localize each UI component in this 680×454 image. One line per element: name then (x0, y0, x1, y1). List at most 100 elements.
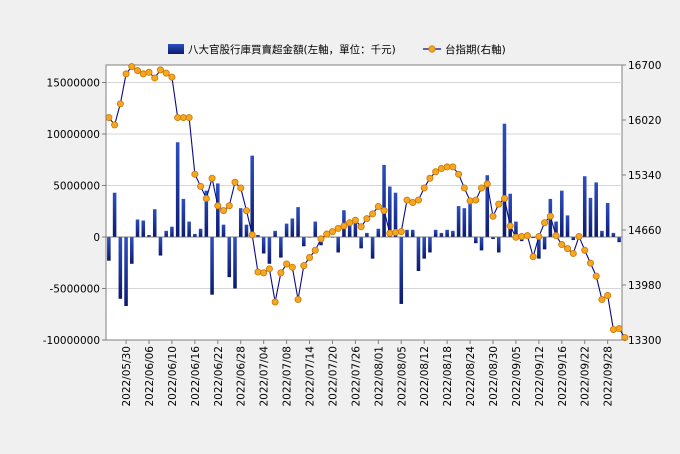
line-marker (237, 184, 245, 192)
bar (399, 237, 404, 304)
line-marker (208, 174, 216, 182)
bar (267, 237, 272, 264)
line-marker (592, 272, 600, 280)
line-marker (145, 68, 153, 76)
line-marker (105, 114, 113, 122)
bar (359, 237, 363, 249)
legend: 八大官股行庫買賣超金額(左軸，單位：千元) 台指期(右軸) (168, 43, 506, 56)
right-tick-label: 16020 (628, 115, 661, 127)
line-marker (271, 298, 279, 306)
legend-bar-swatch (168, 44, 184, 54)
line-marker (191, 170, 199, 178)
line-marker (386, 229, 394, 237)
bar (565, 215, 570, 238)
bar (428, 237, 432, 253)
bar (141, 220, 146, 238)
bar (261, 237, 266, 254)
bar (479, 237, 484, 251)
line-marker (621, 334, 629, 342)
line-marker (156, 66, 164, 74)
legend-line-marker (428, 45, 436, 53)
line-marker (380, 207, 388, 215)
line-marker (581, 246, 589, 254)
right-tick-label: 14660 (628, 225, 661, 237)
line-marker (139, 70, 147, 78)
line-marker (564, 245, 572, 253)
line-marker (346, 219, 354, 227)
line-marker (288, 263, 296, 271)
bar (164, 230, 168, 238)
x-tick-label: 2022/08/24 (465, 346, 477, 407)
x-axis: 2022/05/30 2022/06/06 2022/06/10 2022/06/16… (121, 340, 615, 407)
line-marker (254, 268, 262, 276)
line-marker (506, 222, 514, 230)
bar (250, 155, 254, 238)
line-marker (128, 63, 136, 71)
x-tick-label: 2022/09/16 (557, 346, 569, 407)
x-tick-label: 2022/08/12 (419, 346, 431, 407)
x-tick-label: 2022/06/22 (213, 346, 225, 407)
bar (594, 182, 598, 238)
line-marker (535, 232, 543, 240)
line-marker (369, 210, 377, 218)
line-marker (552, 232, 560, 240)
x-tick-label: 2022/08/05 (396, 346, 408, 407)
bar (204, 190, 209, 238)
bar (405, 229, 409, 238)
bar (181, 198, 186, 238)
bar (611, 232, 616, 238)
bar (508, 193, 512, 238)
bar (468, 204, 472, 238)
x-tick-label: 2022/07/04 (259, 346, 271, 407)
bar (216, 183, 220, 238)
bar (238, 208, 243, 238)
bar (451, 230, 455, 238)
bar (313, 221, 318, 238)
line-marker (437, 165, 445, 173)
line-marker (478, 184, 486, 192)
line-marker (512, 233, 520, 241)
left-tick-label: -5000000 (49, 284, 100, 296)
line-marker (609, 325, 617, 333)
x-tick-label: 2022/06/06 (144, 346, 156, 407)
bar (336, 237, 340, 253)
bar (582, 176, 587, 238)
x-tick-label: 2022/07/14 (305, 346, 317, 407)
bar (571, 237, 576, 241)
line-marker (179, 114, 187, 122)
line-marker (455, 170, 463, 178)
line-marker (420, 184, 428, 192)
left-tick-label: -10000000 (43, 335, 100, 347)
line-marker (546, 212, 554, 220)
x-tick-label: 2022/05/30 (121, 346, 133, 407)
bar (365, 232, 369, 238)
x-tick-label: 2022/07/20 (327, 346, 339, 407)
bar (135, 219, 140, 238)
line-marker (174, 114, 182, 122)
bar (302, 237, 306, 247)
right-tick-label: 16700 (628, 60, 661, 72)
line-marker (162, 69, 170, 77)
bar (370, 237, 375, 259)
right-tick-label: 15340 (628, 170, 661, 182)
line-marker (500, 194, 508, 202)
bar (175, 142, 180, 238)
bar (187, 221, 191, 238)
bar (537, 237, 541, 259)
line-marker (351, 216, 359, 224)
legend-line-label: 台指期(右軸) (445, 43, 506, 56)
bar (514, 221, 518, 238)
line-series (105, 63, 629, 342)
line-marker (357, 223, 365, 231)
line-marker (334, 224, 342, 232)
bar (147, 234, 151, 238)
line-marker (586, 259, 594, 267)
line-marker (294, 296, 302, 304)
line-marker (460, 184, 468, 192)
right-tick-label: 13300 (628, 335, 661, 347)
line-marker (317, 235, 325, 243)
line-marker (111, 121, 119, 129)
bar (433, 229, 438, 238)
bar (600, 230, 604, 238)
